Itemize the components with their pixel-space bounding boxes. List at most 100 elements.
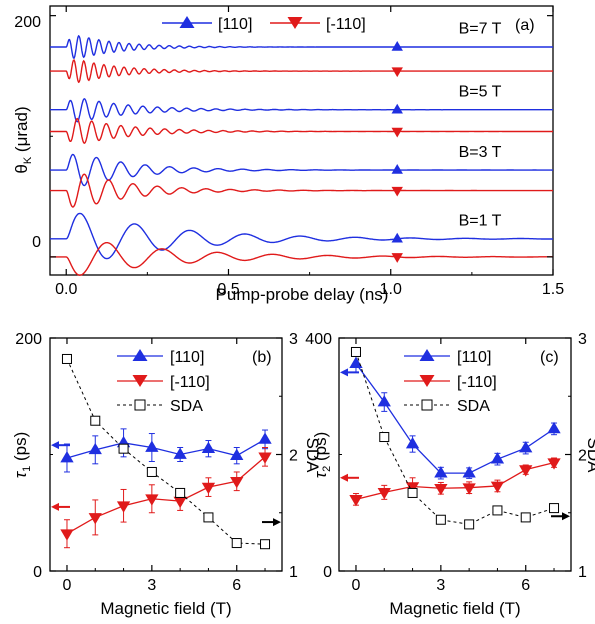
a-xtick-label-1: 0.5 [217,281,239,298]
field-label-2: B=3 T [459,144,502,161]
panel-a-y-axis-label: θK (μrad) [12,106,34,173]
legend-m110-label: [-110] [326,16,366,33]
c-series-0-line [355,363,555,474]
a-xtick-label-2: 1.0 [380,281,402,298]
c-xtick-label-2: 6 [521,577,530,594]
b-series-2-point [260,539,271,550]
panel-c-y2-axis-label: SDA [584,438,595,474]
b-series-1-point [88,513,102,525]
c-xtick-label-0: 0 [352,577,361,594]
b-y2tick-label-2: 3 [289,331,298,348]
c-series-2-point [435,514,446,525]
c-series-0-point [349,356,363,368]
marker-m110-2 [391,186,403,197]
panel-c-legend: [110] [-110] SDA [404,349,497,415]
c-series-0-point [405,437,420,449]
legend-c-m110-marker [419,375,435,387]
b-series-1-point [145,494,159,506]
c-y2tick-label-0: 1 [578,564,587,581]
b-axis-arrowhead-0 [51,441,59,450]
panel-b-frame [49,337,283,572]
c-series-0-point [490,452,505,464]
legend-b-sda-label: SDA [170,398,203,415]
c-series-1-point [519,465,533,477]
panel-b-ytick-200: 200 [15,331,42,348]
marker-110-2 [391,164,403,174]
c-xtick-label-1: 3 [436,577,445,594]
panel-c-panel-label: (c) [540,349,559,366]
c-series-2-point [549,503,560,514]
panel-c-ylabel-unit: (ps) [311,432,330,466]
panel-a-x-axis-label: Pump-probe delay (ns) [216,285,389,304]
b-xtick-label-1: 3 [147,577,156,594]
c-axis-arrowhead-2 [562,512,570,521]
b-series-0-point [201,441,216,454]
legend-b-m110-label: [-110] [170,374,210,391]
trace-m110-2 [50,173,553,208]
b-series-1-line [66,456,266,535]
c-series-2-point [492,505,503,516]
panel-a-ylabel-main: θ [12,164,31,173]
legend-m110-marker [287,17,303,29]
marker-m110-1 [391,127,403,138]
c-axis-arrowhead-1 [340,473,348,482]
c-series-1-point [377,488,391,500]
b-series-2-point [118,443,129,454]
c-y2tick-label-2: 3 [578,331,587,348]
panel-c-ylabel-sub: 2 [321,466,333,472]
legend-b-110-marker [132,349,148,361]
panel-a-frame [49,5,554,276]
panel-b-panel-label: (b) [252,349,272,366]
c-series-1-point [490,481,505,493]
c-series-2-point [379,432,390,443]
panel-b-ytick-0: 0 [33,564,42,581]
c-series-2-point [464,519,475,530]
legend-b-m110-marker [132,375,148,387]
legend-b-110-label: [110] [170,349,204,366]
panel-a-ytick-0: 0 [32,234,41,251]
panel-b-ylabel-sub: 1 [21,466,33,472]
b-series-1-point [116,501,131,513]
c-series-0-point [519,441,533,453]
b-series-2-point [203,512,214,523]
marker-m110-3 [391,253,403,263]
legend-c-sda-marker [421,399,433,411]
field-label-3: B=1 T [459,213,502,230]
panel-c-y-axis-label: τ2 (ps) [311,432,333,478]
trace-110-1 [50,97,553,123]
panel-c-ytick-400: 400 [305,331,332,348]
panel-c-frame [338,337,572,572]
panel-c-ytick-0: 0 [323,564,332,581]
field-label-1: B=5 T [459,83,502,100]
marker-110-3 [391,232,403,243]
b-y2tick-label-1: 2 [289,448,298,465]
legend-b-sda-marker [134,399,146,411]
panel-a-ytick-200: 200 [14,14,41,31]
c-series-1-point [547,458,561,470]
b-series-2-point [90,415,101,426]
panel-b-x-axis-label: Magnetic field (T) [100,599,231,618]
c-series-0-point [377,395,391,407]
legend-c-m110-label: [-110] [457,374,497,391]
panel-a-panel-label: (a) [515,17,535,34]
c-series-2-point [407,487,418,498]
b-series-0-line [66,438,266,459]
panel-b: 0 3 6 1 2 3 200 0 (b) [110] [-110] SDA Magnet… [11,331,322,618]
b-axis-arrowhead-2 [273,518,281,527]
panel-a-ylabel-sub: K [22,156,34,164]
b-series-2-point [175,487,186,498]
b-series-2-point [146,466,157,477]
c-series-1-point [349,495,363,507]
c-series-0-point [462,466,476,478]
trace-m110-3 [50,242,553,276]
a-xtick-label-3: 1.5 [542,281,564,298]
b-series-1-point [60,529,74,541]
legend-110-marker [179,16,195,28]
c-series-1-point [434,483,448,496]
a-xtick-label-0: 0.0 [55,281,77,298]
c-series-0-point [434,466,448,478]
c-series-0-point [547,421,561,434]
panel-a-markers [391,41,403,263]
marker-m110-0 [391,67,403,78]
panel-c: 0 3 6 1 2 3 400 0 (c) [110] [-110] SDA Magnet… [305,331,595,618]
